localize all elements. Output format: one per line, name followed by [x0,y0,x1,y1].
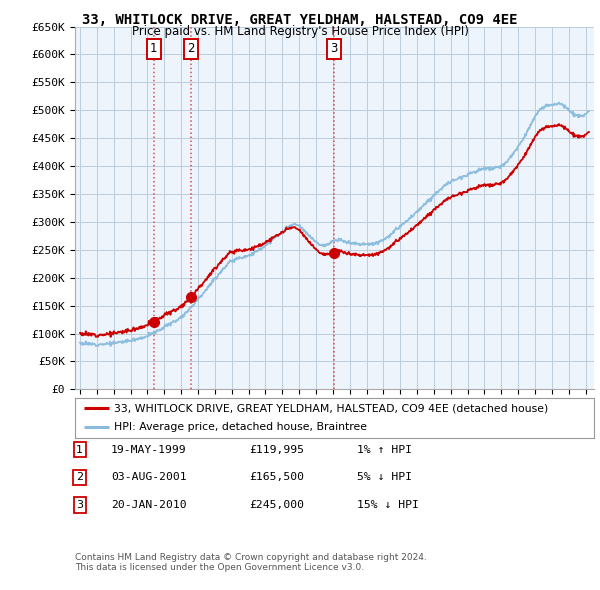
Text: £165,500: £165,500 [249,473,304,482]
Text: £245,000: £245,000 [249,500,304,510]
Text: 03-AUG-2001: 03-AUG-2001 [111,473,187,482]
Text: Contains HM Land Registry data © Crown copyright and database right 2024.: Contains HM Land Registry data © Crown c… [75,553,427,562]
Text: £119,995: £119,995 [249,445,304,454]
Text: 1% ↑ HPI: 1% ↑ HPI [357,445,412,454]
Text: 2: 2 [76,473,83,482]
Text: This data is licensed under the Open Government Licence v3.0.: This data is licensed under the Open Gov… [75,563,364,572]
Text: 33, WHITLOCK DRIVE, GREAT YELDHAM, HALSTEAD, CO9 4EE (detached house): 33, WHITLOCK DRIVE, GREAT YELDHAM, HALST… [114,404,548,414]
Text: 3: 3 [76,500,83,510]
Text: HPI: Average price, detached house, Braintree: HPI: Average price, detached house, Brai… [114,422,367,432]
Text: 19-MAY-1999: 19-MAY-1999 [111,445,187,454]
Text: 20-JAN-2010: 20-JAN-2010 [111,500,187,510]
Text: 1: 1 [150,42,158,55]
Text: 33, WHITLOCK DRIVE, GREAT YELDHAM, HALSTEAD, CO9 4EE: 33, WHITLOCK DRIVE, GREAT YELDHAM, HALST… [82,13,518,27]
Text: 5% ↓ HPI: 5% ↓ HPI [357,473,412,482]
Text: 3: 3 [330,42,337,55]
Text: 15% ↓ HPI: 15% ↓ HPI [357,500,419,510]
Text: 2: 2 [187,42,194,55]
Text: Price paid vs. HM Land Registry's House Price Index (HPI): Price paid vs. HM Land Registry's House … [131,25,469,38]
Text: 1: 1 [76,445,83,454]
